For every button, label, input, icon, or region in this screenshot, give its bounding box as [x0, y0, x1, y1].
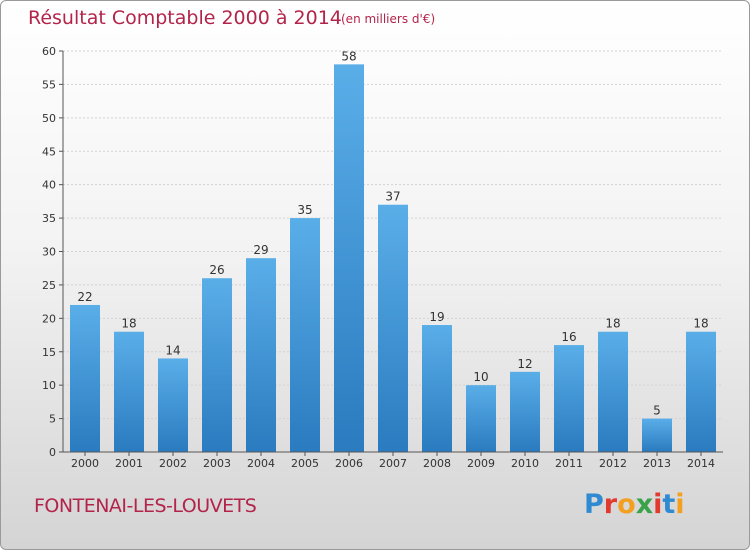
- data-label: 16: [561, 330, 576, 344]
- bar-2001: [114, 331, 144, 452]
- x-tick-label: 2004: [247, 457, 275, 470]
- chart-subtitle: (en milliers d'€): [341, 12, 436, 26]
- x-tick-label: 2011: [555, 457, 583, 470]
- x-tick-label: 2000: [71, 457, 99, 470]
- data-label: 18: [605, 317, 620, 331]
- bar-2000: [70, 304, 100, 452]
- logo-letter: r: [603, 489, 618, 520]
- logo-letter: i: [653, 489, 663, 520]
- logo-letter: i: [675, 489, 685, 520]
- bar-2006: [334, 64, 364, 452]
- x-tick-label: 2009: [467, 457, 495, 470]
- y-tick-label: 40: [42, 179, 56, 192]
- y-tick-label: 30: [42, 246, 56, 259]
- y-tick-label: 50: [42, 112, 56, 125]
- data-label: 58: [341, 49, 356, 63]
- data-label: 26: [209, 263, 224, 277]
- data-label: 18: [693, 317, 708, 331]
- x-tick-label: 2005: [291, 457, 319, 470]
- x-tick-label: 2007: [379, 457, 407, 470]
- y-tick-label: 60: [42, 45, 56, 58]
- x-tick-label: 2008: [423, 457, 451, 470]
- y-tick-label: 20: [42, 312, 56, 325]
- bar-2004: [246, 258, 276, 452]
- bar-2007: [378, 204, 408, 452]
- data-label: 18: [121, 317, 136, 331]
- data-label: 29: [253, 243, 268, 257]
- y-tick-label: 25: [42, 279, 56, 292]
- bar-2002: [158, 358, 188, 452]
- logo-letter: P: [584, 489, 604, 520]
- y-tick-label: 45: [42, 145, 56, 158]
- data-label: 5: [653, 404, 661, 418]
- x-tick-label: 2002: [159, 457, 187, 470]
- x-tick-label: 2014: [687, 457, 715, 470]
- data-label: 12: [517, 357, 532, 371]
- x-tick-label: 2006: [335, 457, 363, 470]
- proxiti-logo: Proxiti: [584, 489, 685, 520]
- bar-2010: [510, 371, 540, 452]
- y-tick-label: 15: [42, 346, 56, 359]
- bar-2005: [290, 218, 320, 452]
- bar-2013: [642, 418, 672, 452]
- data-label: 19: [429, 310, 444, 324]
- logo-letter: o: [617, 489, 636, 520]
- logo-letter: x: [635, 489, 654, 520]
- data-label: 22: [77, 290, 92, 304]
- bar-2003: [202, 278, 232, 452]
- bar-2014: [686, 331, 716, 452]
- x-tick-label: 2012: [599, 457, 627, 470]
- x-tick-label: 2013: [643, 457, 671, 470]
- y-tick-label: 0: [49, 446, 56, 459]
- y-tick-label: 10: [42, 379, 56, 392]
- data-label: 35: [297, 203, 312, 217]
- bar-2012: [598, 331, 628, 452]
- y-tick-label: 5: [49, 413, 56, 426]
- chart-title: Résultat Comptable 2000 à 2014: [28, 7, 342, 29]
- y-tick-label: 35: [42, 212, 56, 225]
- data-label: 14: [165, 343, 180, 357]
- y-tick-label: 55: [42, 78, 56, 91]
- x-tick-label: 2001: [115, 457, 143, 470]
- data-label: 37: [385, 190, 400, 204]
- bar-2009: [466, 385, 496, 452]
- commune-name: FONTENAI-LES-LOUVETS: [34, 495, 257, 517]
- data-label: 10: [473, 370, 488, 384]
- bar-2008: [422, 325, 452, 452]
- x-tick-label: 2010: [511, 457, 539, 470]
- x-tick-label: 2003: [203, 457, 231, 470]
- logo-letter: t: [662, 489, 676, 520]
- bar-2011: [554, 345, 584, 452]
